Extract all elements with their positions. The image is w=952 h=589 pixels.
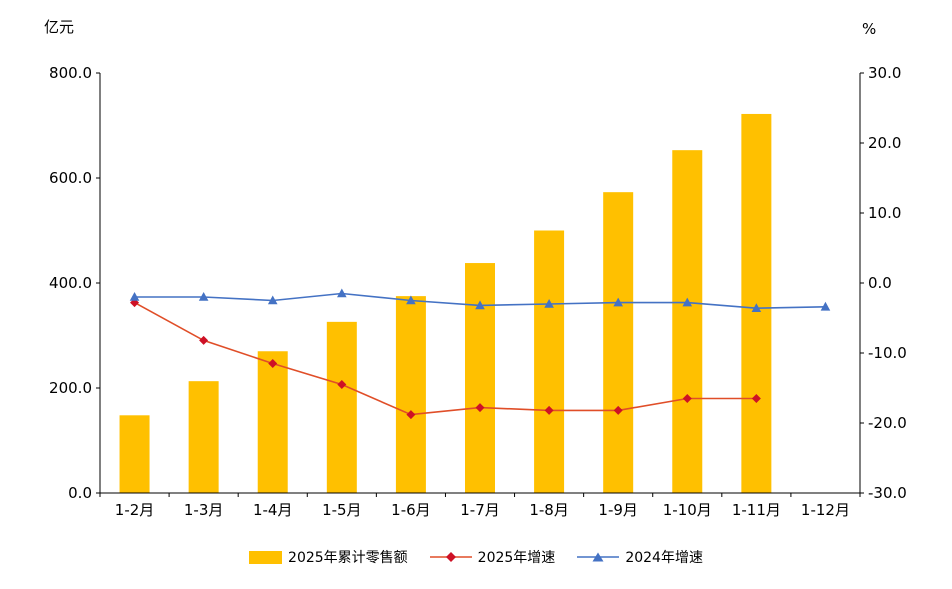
svg-text:30.0: 30.0: [868, 64, 901, 82]
svg-text:1-9月: 1-9月: [598, 501, 638, 519]
svg-text:-30.0: -30.0: [868, 484, 907, 502]
svg-text:0.0: 0.0: [68, 484, 92, 502]
svg-text:1-2月: 1-2月: [115, 501, 155, 519]
legend-label-bar-series: 2025年累计零售额: [288, 550, 408, 566]
combo-chart-plot: 0.0 200.0 400.0 600.0 800.0 -30.0 -20.0 -10.0 0.…: [49, 64, 907, 519]
left-axis-unit: 亿元: [44, 18, 75, 36]
diamond-line-swatch-icon: [429, 552, 472, 562]
svg-text:20.0: 20.0: [868, 134, 901, 152]
svg-text:1-7月: 1-7月: [460, 501, 500, 519]
svg-text:1-10月: 1-10月: [663, 501, 712, 519]
svg-text:-20.0: -20.0: [868, 414, 907, 432]
bar-swatch-icon: [249, 550, 283, 564]
svg-text:800.0: 800.0: [49, 64, 92, 82]
svg-text:1-6月: 1-6月: [391, 501, 431, 519]
legend-item-bar-series: 2025年累计零售额: [249, 547, 408, 567]
svg-text:10.0: 10.0: [868, 204, 901, 222]
chart-legend: 2025年累计零售额 2025年增速 2024年增速: [0, 547, 952, 567]
svg-text:1-11月: 1-11月: [732, 501, 781, 519]
svg-text:1-12月: 1-12月: [801, 501, 850, 519]
svg-text:1-8月: 1-8月: [529, 501, 569, 519]
triangle-line-swatch-icon: [577, 552, 620, 562]
right-axis-unit: %: [862, 20, 877, 38]
legend-item-line-2024: 2024年增速: [577, 547, 703, 567]
svg-text:1-3月: 1-3月: [184, 501, 224, 519]
svg-text:1-5月: 1-5月: [322, 501, 362, 519]
legend-label-line-2025: 2025年增速: [477, 550, 556, 566]
svg-text:1-4月: 1-4月: [253, 501, 293, 519]
legend-label-line-2024: 2024年增速: [625, 550, 703, 566]
svg-text:-10.0: -10.0: [868, 344, 907, 362]
legend-item-line-2025: 2025年增速: [429, 547, 556, 567]
svg-text:0.0: 0.0: [868, 274, 892, 292]
svg-text:400.0: 400.0: [49, 274, 92, 292]
svg-text:600.0: 600.0: [49, 169, 92, 187]
svg-text:200.0: 200.0: [49, 379, 92, 397]
